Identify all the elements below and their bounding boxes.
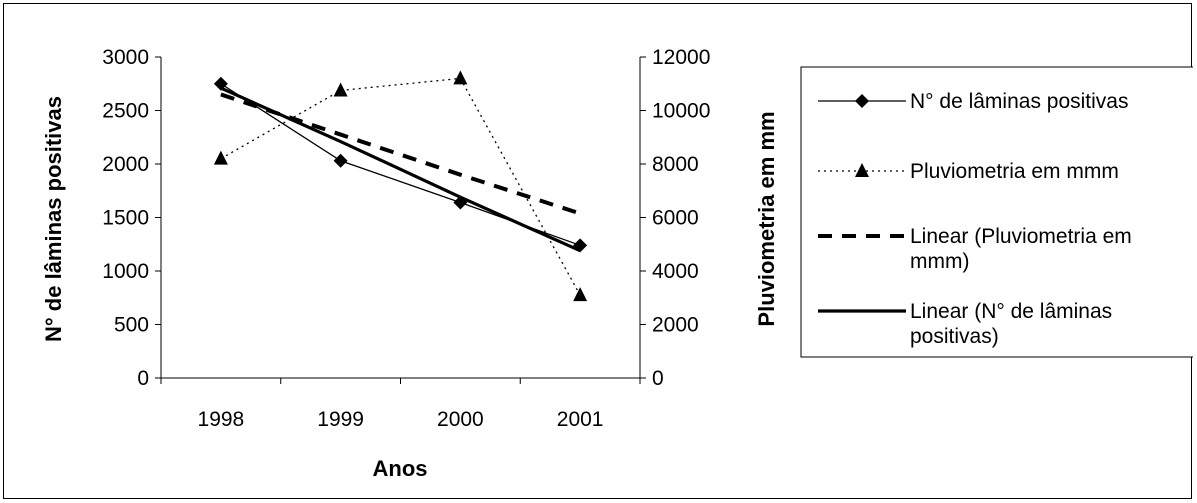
legend-item: N° de lâminas positivas [818,90,1129,113]
diamond-marker [213,76,228,91]
legend-box [800,66,1193,358]
series-line [220,92,581,216]
x-tick-label: 2001 [557,408,604,431]
y-tick-label: 500 [114,314,149,337]
axes: 0 500 1000 1500 2000 2500 3000 0 2000 4000 6000 800… [102,46,710,431]
x-tick-label: 2000 [437,408,484,431]
legend-label: Linear (N° de lâminas [910,300,1112,323]
series-0 [213,76,588,253]
legend-label: Linear (Pluviometria em [910,225,1132,248]
y2-tick-label: 2000 [652,314,699,337]
y-tick-label: 2500 [102,100,149,123]
y2-tick-label: 8000 [652,153,699,176]
y-tick-label: 3000 [102,46,149,69]
y2-tick-label: 10000 [652,100,710,123]
y2-tick-label: 6000 [652,207,699,230]
chart-frame: 0 500 1000 1500 2000 2500 3000 0 2000 4000 6000 800… [3,3,1193,499]
y-axis-title: N° de lâminas positivas [41,96,66,342]
y2-tick-label: 12000 [652,46,710,69]
chart-marks [213,70,588,302]
series-2 [220,92,581,216]
legend: N° de lâminas positivas Pluviometria em m… [800,66,1193,358]
legend-item: Pluviometria em mmm [818,160,1119,183]
triangle-marker [333,82,348,97]
y2-tick-label: 4000 [652,260,699,283]
x-tick-label: 1999 [317,408,364,431]
y-tick-label: 0 [137,367,149,390]
legend-label: positivas) [910,325,999,348]
y-tick-label: 1500 [102,207,149,230]
x-axis-title: Anos [373,456,428,481]
triangle-marker [213,150,228,165]
y-tick-label: 1000 [102,260,149,283]
legend-label: mmm) [910,250,969,273]
chart-svg: 0 500 1000 1500 2000 2500 3000 0 2000 4000 6000 800… [41,46,1193,481]
x-tick-label: 1998 [198,408,245,431]
triangle-marker [573,287,588,302]
triangle-marker [453,70,468,85]
y2-axis-title: Pluviometria em mm [754,111,779,326]
diamond-marker [333,153,348,168]
y-tick-label: 2000 [102,153,149,176]
legend-label: N° de lâminas positivas [910,90,1129,113]
diamond-marker [855,94,869,108]
y2-tick-label: 0 [652,367,664,390]
diamond-marker [453,195,468,210]
legend-label: Pluviometria em mmm [910,160,1119,183]
diamond-marker [573,238,588,253]
series-line [220,83,581,246]
triangle-marker [855,163,869,177]
series-1 [213,70,588,302]
